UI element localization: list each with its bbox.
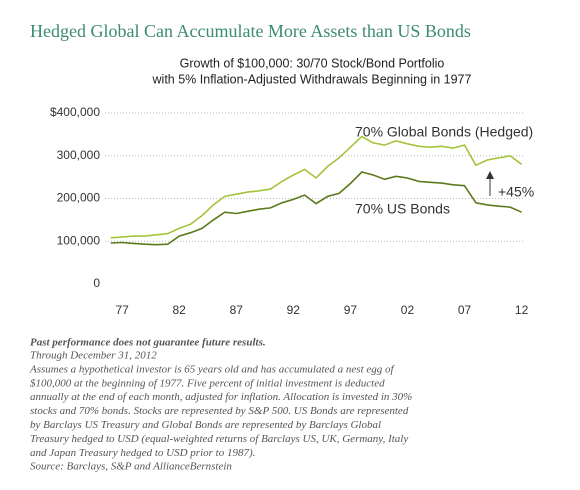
footnote: Through December 31, 2012 [30, 350, 157, 362]
chart-title: Hedged Global Can Accumulate More Assets… [30, 21, 471, 41]
x-tick-label: 12 [515, 303, 529, 317]
annotation: +45% [498, 184, 534, 200]
y-tick-label: 200,000 [57, 191, 101, 205]
chart-subtitle: Growth of $100,000: 30/70 Stock/Bond Por… [180, 56, 445, 70]
footnote: Treasury hedged to USD (equal-weighted r… [30, 433, 408, 445]
y-tick-label: 300,000 [57, 148, 101, 162]
footnote: Source: Barclays, S&P and AllianceBernst… [30, 461, 232, 473]
y-tick-label: 0 [93, 276, 100, 290]
x-tick-label: 77 [115, 303, 129, 317]
footnote: Assumes a hypothetical investor is 65 ye… [29, 363, 396, 375]
y-tick-label: 100,000 [57, 233, 101, 247]
x-tick-label: 07 [458, 303, 472, 317]
series-line [110, 171, 522, 246]
x-tick-label: 92 [287, 303, 301, 317]
footnote: and Japan Treasury hedged to USD prior t… [30, 447, 255, 459]
chart-subtitle: with 5% Inflation-Adjusted Withdrawals B… [152, 72, 472, 86]
x-tick-label: 97 [344, 303, 358, 317]
y-tick-label: $400,000 [50, 105, 100, 119]
x-tick-label: 02 [401, 303, 415, 317]
series-label: 70% Global Bonds (Hedged) [355, 124, 533, 140]
annotation-arrowhead [486, 171, 494, 179]
footnote: by Barclays US Treasury and Global Bonds… [30, 419, 381, 431]
disclaimer: Past performance does not guarantee futu… [30, 337, 266, 349]
series-label: 70% US Bonds [355, 201, 450, 217]
x-tick-label: 87 [230, 303, 244, 317]
footnote: $100,000 at the beginning of 1977. Five … [30, 377, 385, 389]
x-tick-label: 82 [173, 303, 187, 317]
footnote: annually at the end of each month, adjus… [30, 391, 412, 403]
footnote: stocks and 70% bonds. Stocks are represe… [30, 405, 409, 417]
series-line [110, 135, 523, 239]
